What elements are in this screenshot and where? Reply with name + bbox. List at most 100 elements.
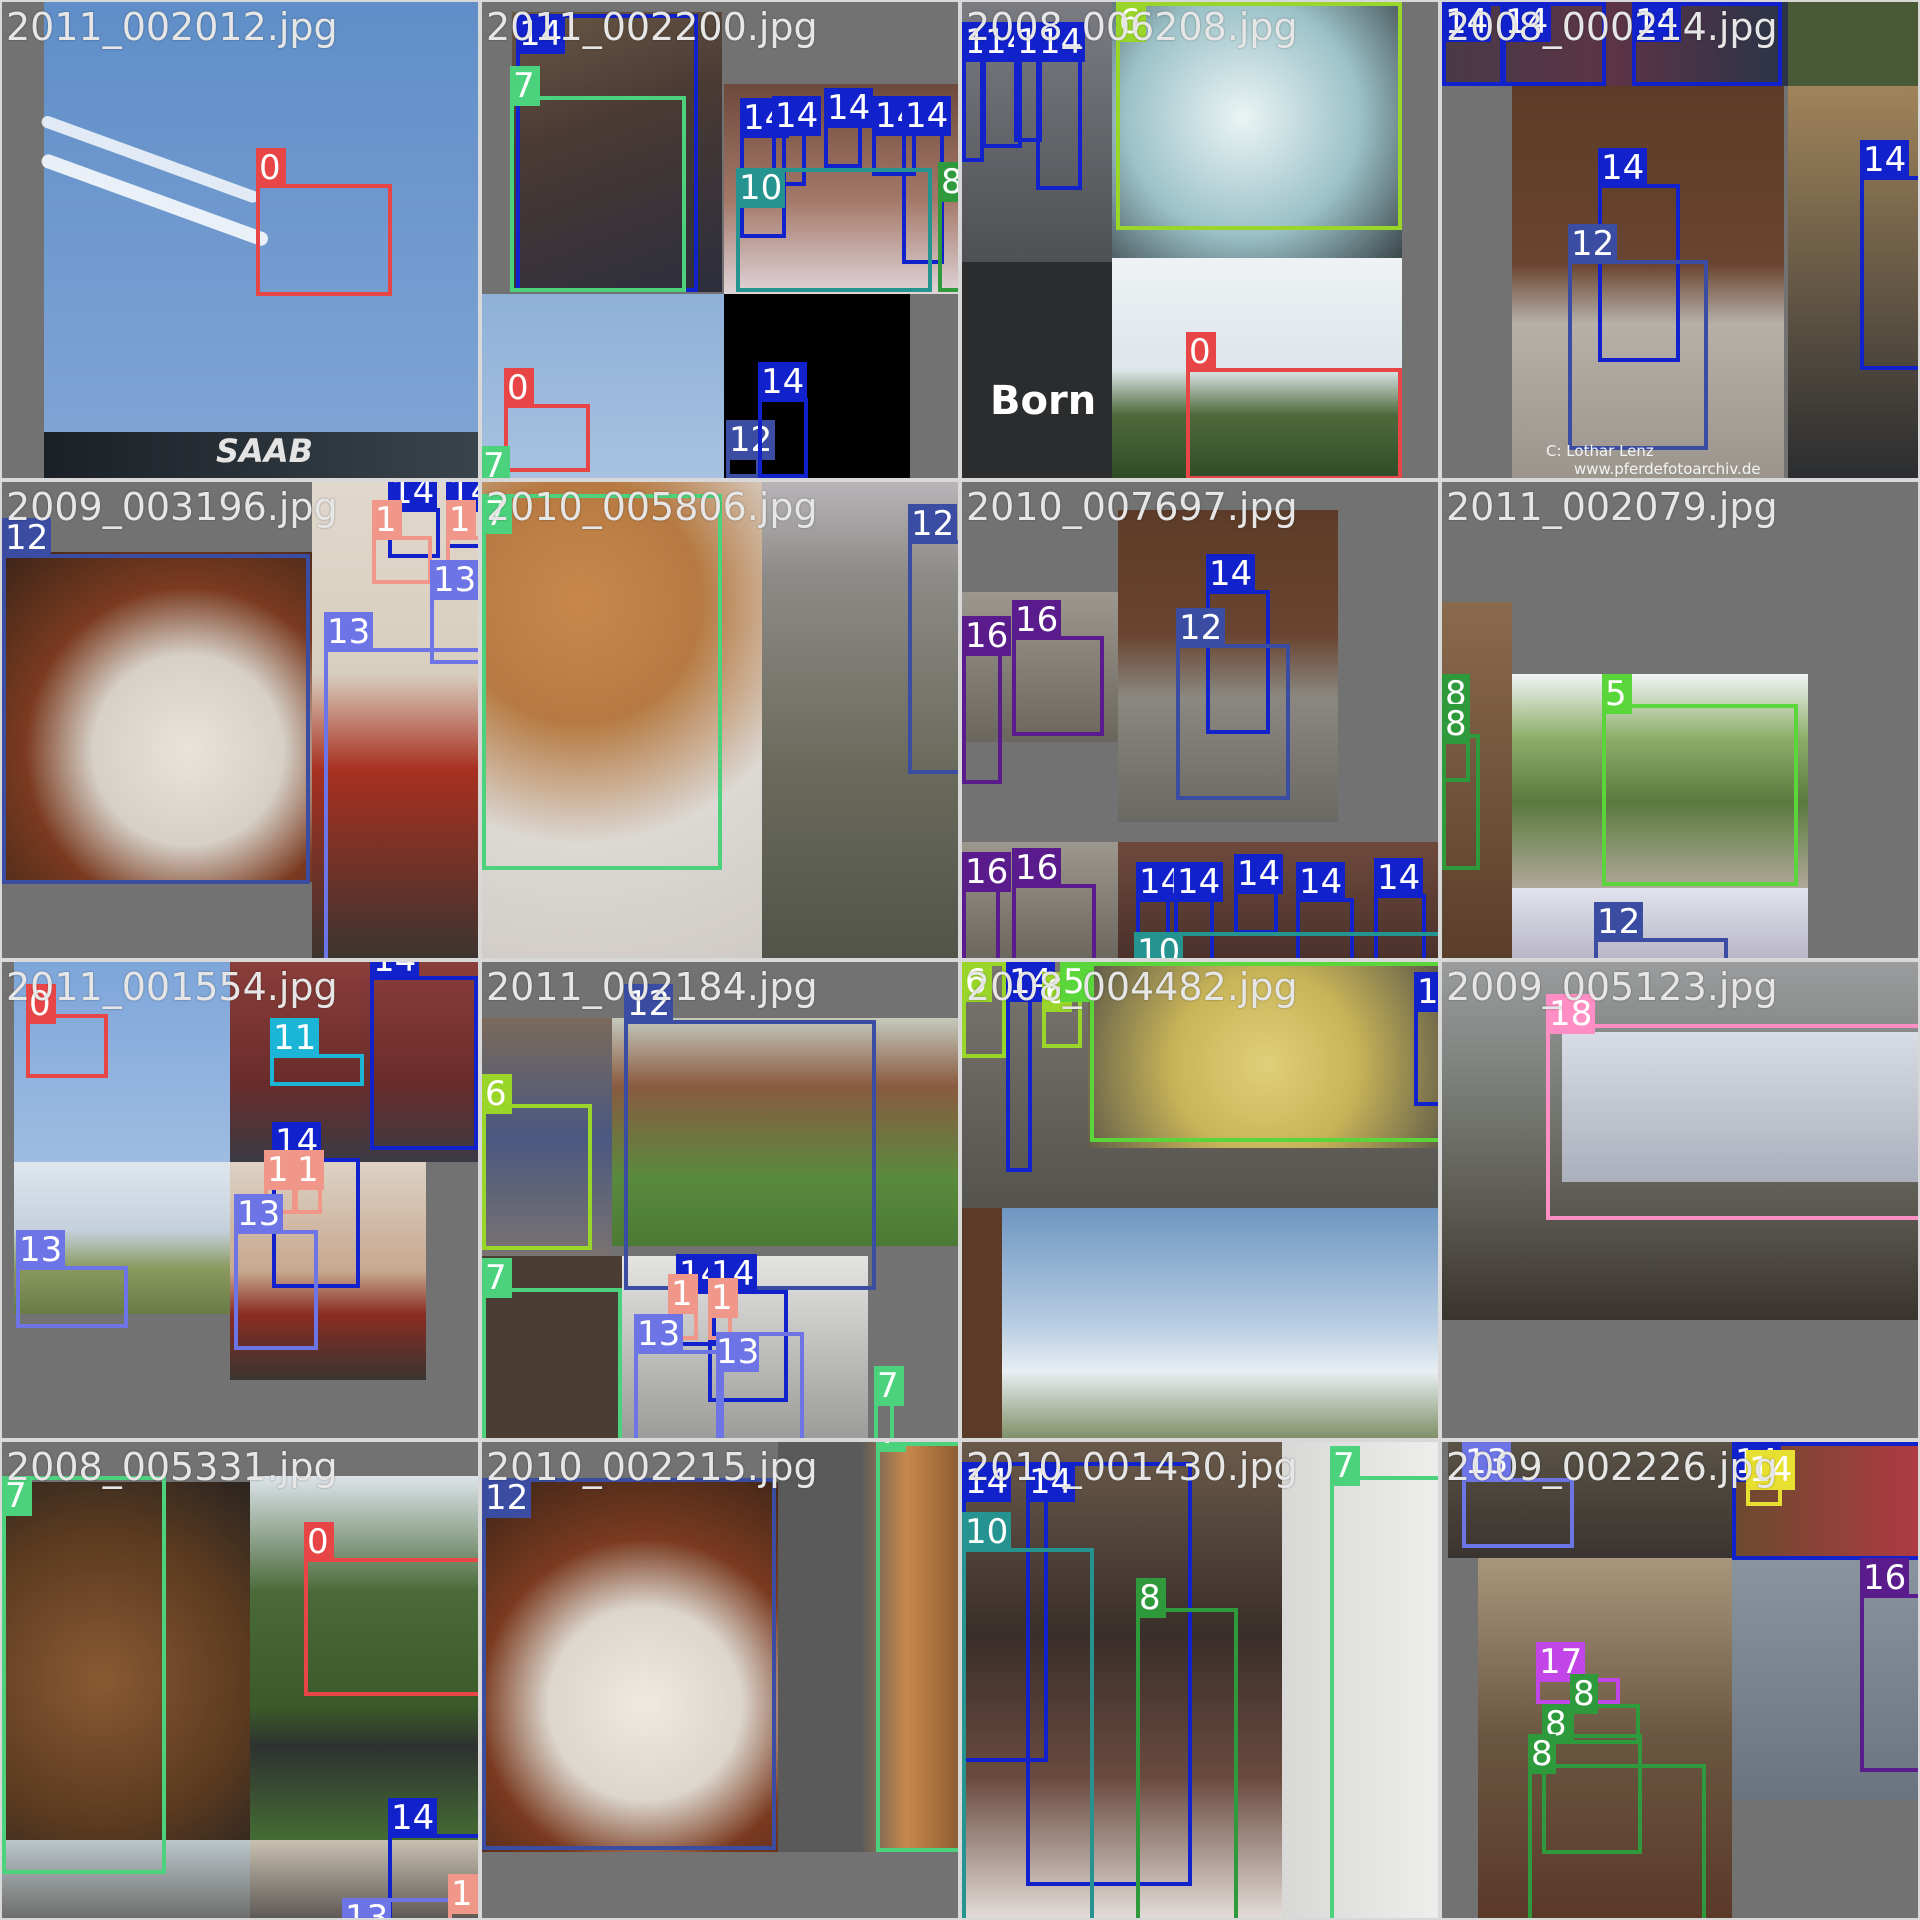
gray-fill: [482, 1852, 958, 1918]
tile-14: 2010_002215.jpg 12 7: [480, 1440, 960, 1920]
bbox-7: 7: [1330, 1446, 1438, 1918]
saab-logo-text: SAAB: [216, 432, 313, 470]
bbox-5: 5: [1060, 962, 1438, 1142]
bbox-label: 14: [824, 88, 874, 128]
filename-label: 2008_004482.jpg: [966, 965, 1298, 1009]
bbox-label: 16: [1012, 848, 1062, 888]
bbox-6: 6: [1116, 2, 1402, 230]
barn-wall-photo: [1732, 1560, 1918, 1800]
bus-photo: [1512, 674, 1808, 888]
bbox-label: 14: [1036, 22, 1086, 62]
bbox-label: 7: [482, 494, 512, 534]
watermark-text: www.pferdefotoarchiv.de: [1574, 460, 1761, 478]
bbox-14: 14: [962, 22, 1012, 162]
tile-9: 2011_001554.jpg 0 11 14 14 1 1 13 13: [0, 960, 480, 1440]
barn-wall-photo: [962, 1208, 1002, 1438]
bbox-label: 7: [874, 1366, 904, 1406]
bbox-label: 1: [264, 1150, 294, 1190]
bbox-label: 14: [1746, 1450, 1796, 1490]
filename-label: 2010_002215.jpg: [486, 1445, 818, 1489]
pony-closeup-photo: [2, 552, 312, 882]
bbox-13: 13: [634, 1314, 724, 1438]
bbox-label: 18: [1546, 994, 1596, 1034]
filename-label: 2011_001554.jpg: [6, 965, 338, 1009]
bbox-1: 1: [372, 500, 432, 584]
filename-label: 2011_002012.jpg: [6, 5, 338, 49]
bbox-13: 13: [1462, 1442, 1574, 1548]
bbox-label: 13: [234, 1194, 284, 1234]
bbox-13: 13: [324, 612, 478, 958]
tile-7: 2010_007697.jpg 16 16 14 12 16 16 14 14 …: [960, 480, 1440, 960]
child-cat-photo: [512, 12, 722, 292]
tree-photo: [2, 1840, 250, 1918]
bbox-label: 16: [1860, 1558, 1910, 1598]
grass-photo: [1788, 2, 1918, 86]
yellow-bus-photo: [1088, 962, 1438, 1148]
bbox-8: 8: [1528, 1734, 1706, 1918]
bbox-14: 14: [1374, 858, 1426, 958]
bbox-16: 16: [962, 616, 1012, 784]
dark-sign-photo: [962, 262, 1112, 478]
bbox-14: 14: [1296, 862, 1354, 958]
bbox-0: 0: [1186, 332, 1402, 478]
bbox-14: 14: [1632, 2, 1782, 86]
tile-6: 2010_005806.jpg 7 12: [480, 480, 960, 960]
bbox-label: 12: [1568, 224, 1618, 264]
bbox-7: 7: [510, 66, 686, 292]
tile-10: 2011_002184.jpg 12 6 7 14 14 1 1 13 13 7: [480, 960, 960, 1440]
filename-label: 2008_006208.jpg: [966, 5, 1298, 49]
bbox-14: 14: [1414, 972, 1438, 1106]
filename-label: 2009_005123.jpg: [1446, 965, 1778, 1009]
filename-label: 2008_005331.jpg: [6, 1445, 338, 1489]
bbox-13: 13: [716, 1332, 804, 1438]
bbox-label: 13: [324, 612, 374, 652]
born-sign-text: Born: [990, 378, 1097, 424]
bbox-12: 12: [624, 984, 876, 1290]
bbox-12: 12: [1176, 608, 1290, 800]
bbox-0: 0: [304, 1522, 478, 1696]
bbox-14: 14: [1174, 862, 1224, 958]
bbox-14: 14: [1598, 148, 1680, 362]
bbox-1: 1: [708, 1278, 738, 1340]
tile-3: Born 2008_006208.jpg 14 14 14 14 6 0: [960, 0, 1440, 480]
watermark-text: C: Lothar Lenz: [1546, 442, 1654, 460]
bbox-label: 5: [1060, 962, 1090, 1002]
bbox-label: 11: [270, 1018, 320, 1058]
cat-closeup-photo: [778, 1442, 958, 1852]
bbox-label: 16: [962, 852, 1012, 892]
filename-label: 2009_002226.jpg: [1446, 1445, 1778, 1489]
tile-5: 2009_003196.jpg 12 14 14 1 1 13 13: [0, 480, 480, 960]
bbox-label: 7: [2, 1476, 32, 1516]
bbox-14: 14: [824, 88, 874, 168]
bbox-label: 12: [1594, 902, 1644, 942]
bbox-8: 8: [1136, 1578, 1238, 1918]
tile-12: 2009_005123.jpg 18: [1440, 960, 1920, 1440]
bbox-label: 14: [772, 96, 822, 136]
bbox-label: 1: [294, 1150, 324, 1190]
bbox-label: 13: [342, 1898, 392, 1918]
filename-label: 2008_000214.jpg: [1446, 5, 1778, 49]
bbox-14: 14: [1746, 1450, 1796, 1506]
bbox-label: 14: [1234, 854, 1284, 894]
bbox-13: 13: [234, 1194, 318, 1350]
bbox-10: 10: [962, 1512, 1094, 1918]
bbox-10: 10: [1134, 932, 1438, 958]
bbox-13: 13: [430, 560, 478, 664]
bbox-12: 12: [1594, 902, 1728, 958]
bbox-label: 12: [1176, 608, 1226, 648]
bbox-label: 10: [962, 1512, 1012, 1552]
bbox-label: 13: [1462, 1442, 1512, 1482]
bbox-label: 14: [1414, 972, 1438, 1012]
bbox-14: 14: [1860, 140, 1918, 370]
bbox-label: 0: [504, 368, 534, 408]
pony-closeup-photo: [482, 1482, 778, 1852]
filename-label: 2010_007697.jpg: [966, 485, 1298, 529]
bbox-8: 8: [1570, 1674, 1640, 1744]
sky-photo: [44, 2, 478, 432]
sign-photo: [44, 432, 478, 478]
bbox-label: 14: [1598, 148, 1648, 188]
bbox-14: 14: [1442, 2, 1504, 86]
pony-field-photo: [762, 482, 958, 958]
bbox-1: 1: [668, 1274, 698, 1340]
bbox-label: 12: [908, 504, 958, 544]
